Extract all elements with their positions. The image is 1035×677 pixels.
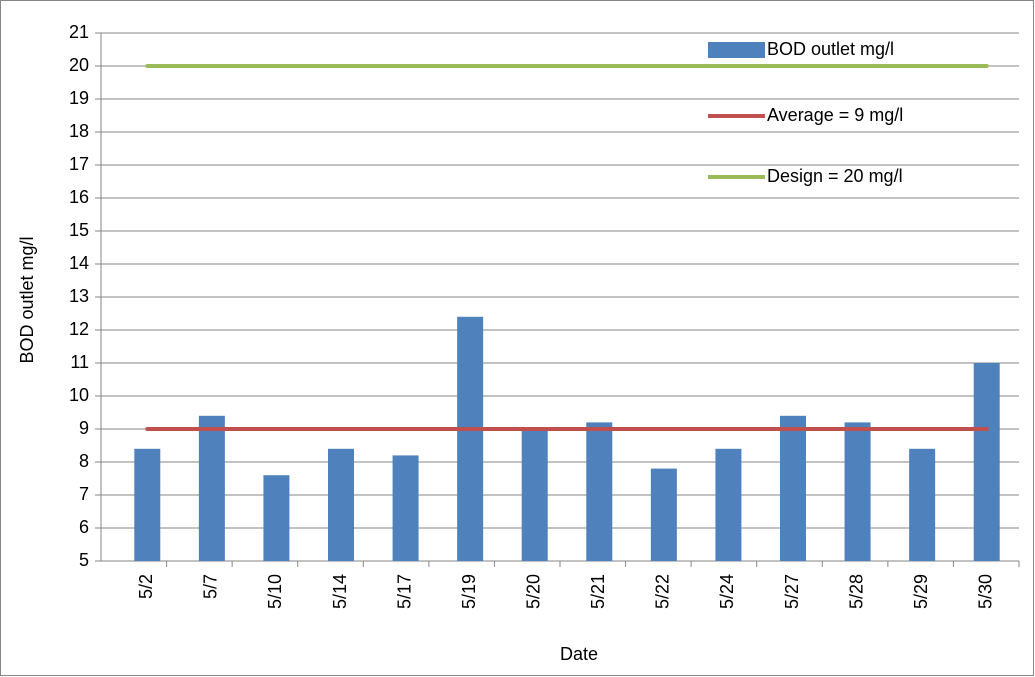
y-tick-label: 19 bbox=[69, 88, 89, 108]
x-tick-label: 5/29 bbox=[911, 574, 931, 609]
y-tick-label: 16 bbox=[69, 187, 89, 207]
y-tick-label: 21 bbox=[69, 22, 89, 42]
y-tick-label: 6 bbox=[79, 517, 89, 537]
bar bbox=[780, 415, 806, 561]
x-tick-label: 5/7 bbox=[201, 574, 221, 599]
y-tick-label: 17 bbox=[69, 154, 89, 174]
bar bbox=[973, 363, 1000, 561]
legend-label: Design = 20 mg/l bbox=[767, 166, 903, 186]
x-tick-label: 5/2 bbox=[136, 574, 156, 599]
y-tick-label: 12 bbox=[69, 319, 89, 339]
x-tick-label: 5/10 bbox=[265, 574, 285, 609]
bar bbox=[586, 422, 613, 561]
legend-swatch bbox=[708, 42, 765, 58]
x-tick-label: 5/17 bbox=[394, 574, 414, 609]
bar bbox=[263, 475, 290, 561]
bar bbox=[457, 316, 484, 561]
y-axis-title: BOD outlet mg/l bbox=[17, 236, 37, 363]
bar bbox=[650, 468, 677, 561]
bar bbox=[521, 429, 548, 561]
bar bbox=[134, 448, 161, 561]
y-tick-label: 14 bbox=[69, 253, 89, 273]
legend-label: BOD outlet mg/l bbox=[767, 39, 894, 59]
x-tick-label: 5/19 bbox=[459, 574, 479, 609]
y-tick-label: 11 bbox=[70, 352, 89, 372]
x-tick-label: 5/22 bbox=[653, 574, 673, 609]
x-tick-label: 5/28 bbox=[846, 574, 866, 609]
bar bbox=[328, 448, 354, 561]
x-tick-label: 5/20 bbox=[523, 574, 543, 609]
x-tick-label: 5/21 bbox=[588, 574, 608, 609]
y-tick-label: 10 bbox=[69, 385, 89, 405]
x-tick-label: 5/14 bbox=[330, 574, 350, 609]
bar bbox=[392, 455, 419, 561]
x-tick-label: 5/27 bbox=[782, 574, 802, 609]
y-tick-label: 9 bbox=[79, 418, 89, 438]
y-tick-label: 7 bbox=[79, 484, 89, 504]
bar bbox=[198, 415, 225, 561]
x-axis-title: Date bbox=[560, 644, 598, 664]
y-tick-label: 8 bbox=[79, 451, 89, 471]
y-tick-label: 13 bbox=[69, 286, 89, 306]
x-tick-label: 5/24 bbox=[717, 574, 737, 609]
legend-label: Average = 9 mg/l bbox=[767, 105, 903, 125]
y-tick-label: 20 bbox=[69, 55, 89, 75]
bar bbox=[909, 448, 936, 561]
y-tick-label: 15 bbox=[69, 220, 89, 240]
bar bbox=[715, 448, 742, 561]
y-tick-label: 5 bbox=[79, 550, 89, 570]
bar bbox=[844, 422, 871, 561]
x-tick-label: 5/30 bbox=[975, 574, 995, 609]
y-tick-label: 18 bbox=[69, 121, 89, 141]
